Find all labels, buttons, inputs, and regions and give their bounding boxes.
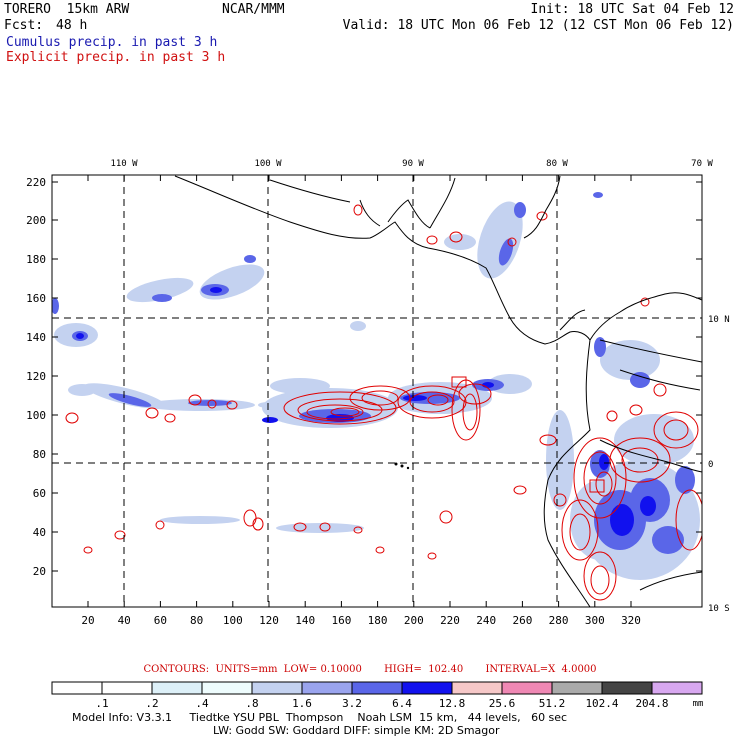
colorbar-label: 3.2 — [342, 697, 362, 710]
y-tick-label: 40 — [33, 526, 46, 539]
cumulus-legend: Cumulus precip. in past 3 h — [6, 35, 218, 50]
colorbar-swatch — [551, 681, 603, 695]
x-axis: 20 40 60 80 100 120 140 160 180 200 220 240 260 280 30… — [81, 175, 641, 627]
y-tick-label: 20 — [33, 565, 46, 578]
colorbar-swatch — [651, 681, 703, 695]
colorbar: .1.2.4.8 1.6 3.2 6.4 12.8 25.6 51.2 102.4 204.8 … — [51, 681, 704, 710]
galapagos-islands — [394, 462, 410, 470]
x-tick-label: 100 — [223, 614, 243, 627]
explicit-precip-contours — [65, 204, 702, 601]
colorbar-label: .4 — [195, 697, 209, 710]
x-tick-label: 280 — [549, 614, 569, 627]
x-tick-label: 120 — [259, 614, 279, 627]
y-tick-label: 120 — [26, 370, 46, 383]
y-tick-label: 200 — [26, 214, 46, 227]
colorbar-swatch — [201, 681, 253, 695]
model-title: TORERO 15km ARW — [4, 2, 130, 17]
lon-label-110w: 110 W — [110, 159, 138, 169]
y-tick-label: 100 — [26, 409, 46, 422]
colorbar-label: 51.2 — [539, 697, 566, 710]
colorbar-swatch — [301, 681, 353, 695]
x-tick-label: 240 — [476, 614, 496, 627]
x-tick-label: 40 — [118, 614, 131, 627]
lat-label-10n: 10 N — [708, 315, 730, 325]
cumulus-precip-layer — [52, 192, 700, 580]
colorbar-label: .2 — [145, 697, 158, 710]
x-tick-label: 180 — [368, 614, 388, 627]
colorbar-swatch — [351, 681, 403, 695]
x-tick-label: 300 — [585, 614, 605, 627]
colorbar-swatch — [501, 681, 553, 695]
explicit-legend: Explicit precip. in past 3 h — [6, 50, 226, 65]
lon-label-80w: 80 W — [546, 159, 568, 169]
x-tick-label: 160 — [331, 614, 351, 627]
colorbar-swatch — [251, 681, 303, 695]
x-tick-label: 80 — [190, 614, 203, 627]
colorbar-label: .1 — [95, 697, 108, 710]
colorbar-swatch — [151, 681, 203, 695]
model-info-line2: LW: Godd SW: Goddard DIFF: simple KM: 2D… — [213, 724, 500, 737]
lon-label-90w: 90 W — [402, 159, 424, 169]
model-info-line1: Model Info: V3.3.1 Tiedtke YSU PBL Thomp… — [72, 711, 568, 724]
colorbar-swatch — [401, 681, 453, 695]
colorbar-swatch — [101, 681, 153, 695]
y-tick-label: 180 — [26, 253, 46, 266]
y-tick-label: 80 — [33, 448, 46, 461]
y-tick-label: 160 — [26, 292, 46, 305]
y-axis: 220 200 180 160 140 120 100 80 60 40 20 — [26, 176, 702, 578]
colorbar-swatch — [51, 681, 103, 695]
x-tick-label: 320 — [621, 614, 641, 627]
x-tick-label: 20 — [81, 614, 94, 627]
map-frame — [51, 174, 703, 608]
forecast-hours: 48 h — [56, 18, 88, 33]
y-tick-label: 140 — [26, 331, 46, 344]
x-tick-label: 260 — [512, 614, 532, 627]
init-time: Init: 18 UTC Sat 04 Feb 12 — [530, 2, 735, 17]
colorbar-swatch — [601, 681, 653, 695]
colorbar-label: 102.4 — [585, 697, 618, 710]
coastlines — [174, 175, 702, 607]
center-title: NCAR/MMM — [222, 2, 285, 17]
x-tick-label: 220 — [440, 614, 460, 627]
colorbar-swatch — [451, 681, 503, 695]
forecast-label: Fcst: — [4, 18, 44, 33]
y-tick-label: 60 — [33, 487, 46, 500]
colorbar-label: 12.8 — [439, 697, 466, 710]
x-tick-label: 60 — [154, 614, 167, 627]
lon-label-70w: 70 W — [691, 159, 713, 169]
lat-label-0: 0 — [708, 460, 713, 470]
colorbar-label: 1.6 — [292, 697, 312, 710]
contour-info: CONTOURS: UNITS=mm LOW= 0.10000 HIGH= 10… — [143, 664, 597, 675]
colorbar-label: .8 — [245, 697, 258, 710]
valid-time: Valid: 18 UTC Mon 06 Feb 12 (12 CST Mon … — [342, 18, 734, 33]
colorbar-label: 25.6 — [489, 697, 516, 710]
lon-label-100w: 100 W — [254, 159, 282, 169]
graticule — [52, 175, 702, 607]
colorbar-label: 6.4 — [392, 697, 412, 710]
y-tick-label: 220 — [26, 176, 46, 189]
colorbar-units: mm — [693, 699, 704, 709]
x-tick-label: 140 — [295, 614, 315, 627]
colorbar-label: 204.8 — [635, 697, 668, 710]
x-tick-label: 200 — [404, 614, 424, 627]
lat-label-10s: 10 S — [708, 604, 730, 614]
